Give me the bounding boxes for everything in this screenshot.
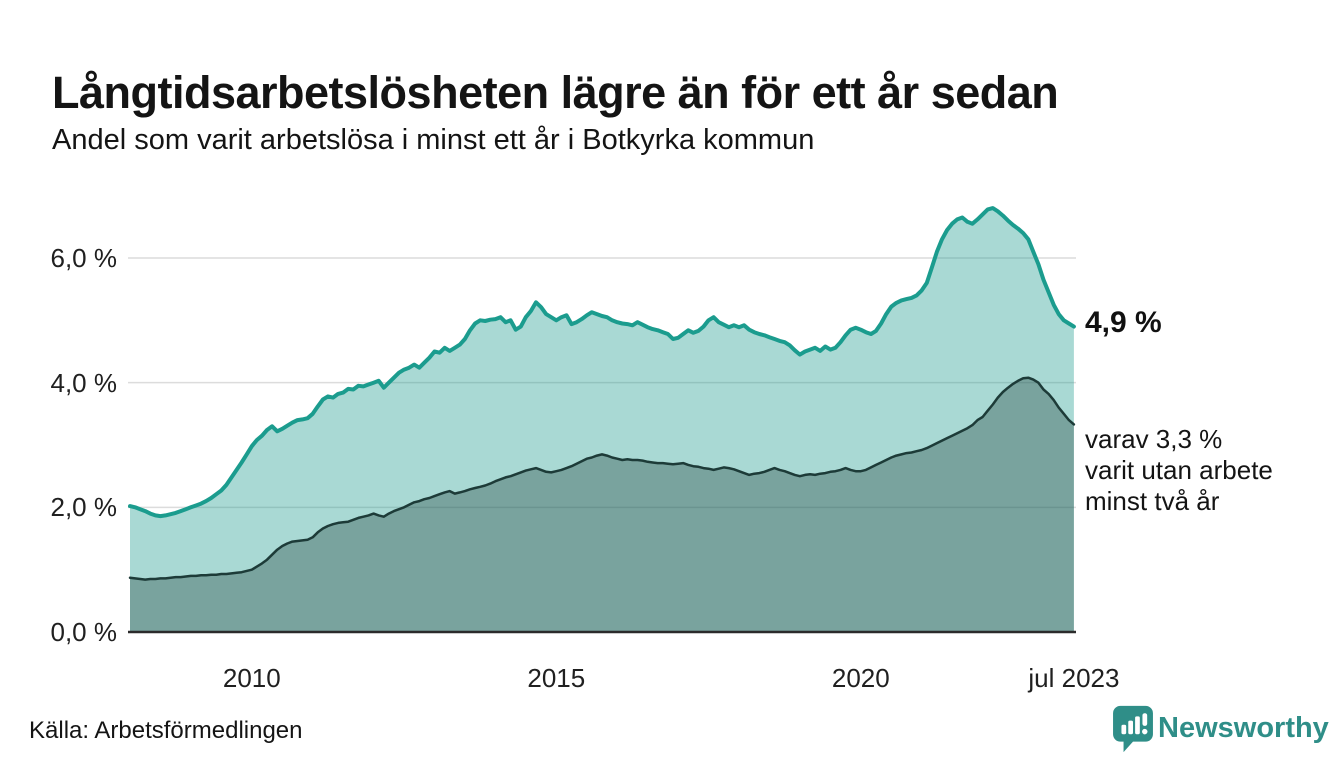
series-area-min-two-years — [130, 377, 1074, 632]
source-note: Källa: Arbetsförmedlingen — [29, 717, 303, 744]
y-axis-tick-6: 6,0 % — [50, 243, 118, 273]
series-annotation: varav 3,3 % varit utan arbete minst två … — [1085, 424, 1273, 517]
newsworthy-wordmark: Newsworthy — [1158, 712, 1329, 744]
newsworthy-bubble-chart-icon — [1113, 705, 1153, 753]
y-axis-tick-4: 4,0 % — [50, 367, 118, 398]
series-end-value-label: 4,9 % — [1085, 306, 1162, 339]
series-area-min-one-year — [130, 208, 1074, 632]
x-axis-tick-jul2023: jul 2023 — [1028, 663, 1120, 693]
x-axis-tick-2020: 2020 — [831, 663, 890, 693]
page-title: Långtidsarbetslösheten lägre än för ett … — [52, 67, 1059, 119]
annotation-line-2: varit utan arbete — [1085, 455, 1273, 485]
series-line-min-one-year — [128, 206, 1076, 519]
y-axis-tick-2: 2,0 % — [50, 492, 118, 523]
newsworthy-logo: Newsworthy — [1112, 704, 1329, 756]
x-axis-tick-2015: 2015 — [527, 663, 586, 693]
annotation-line-1: varav 3,3 % — [1085, 424, 1223, 454]
x-axis-tick-2010: 2010 — [222, 663, 281, 693]
annotation-line-3: minst två år — [1085, 486, 1220, 516]
series-line-min-two-years — [128, 376, 1076, 581]
chart-subtitle: Andel som varit arbetslösa i minst ett å… — [52, 124, 815, 156]
y-axis-tick-0: 0,0 % — [50, 617, 118, 647]
